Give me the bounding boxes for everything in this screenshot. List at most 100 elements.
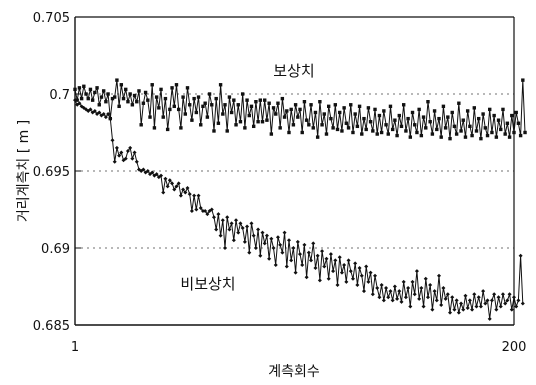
data-point <box>448 310 453 315</box>
data-point <box>227 95 232 99</box>
data-point <box>161 190 166 195</box>
data-point <box>293 270 298 275</box>
data-point <box>397 289 402 294</box>
data-point <box>406 286 411 291</box>
data-point <box>172 187 177 192</box>
data-point <box>159 87 163 92</box>
data-point <box>304 118 309 122</box>
data-point <box>174 83 179 87</box>
data-point <box>198 205 203 210</box>
data-point <box>232 98 236 102</box>
data-point <box>287 130 291 135</box>
data-point <box>168 107 172 112</box>
data-point <box>306 250 311 255</box>
data-point <box>463 293 468 298</box>
data-point <box>172 104 176 109</box>
data-point <box>276 101 280 105</box>
data-point <box>355 124 360 129</box>
data-point <box>403 295 408 300</box>
data-point <box>145 169 150 173</box>
data-point <box>135 100 139 104</box>
data-point <box>220 218 225 223</box>
data-point <box>320 249 325 254</box>
data-point <box>472 292 477 297</box>
data-point <box>205 212 210 217</box>
data-point <box>302 242 307 247</box>
data-point <box>401 103 406 107</box>
data-point <box>454 132 459 136</box>
data-point <box>428 282 433 287</box>
data-point <box>130 103 135 107</box>
data-point <box>265 118 269 122</box>
data-point <box>203 209 208 214</box>
data-point <box>485 298 490 303</box>
data-point <box>423 276 428 281</box>
data-point <box>315 135 320 139</box>
data-point <box>300 262 305 267</box>
data-point <box>500 292 505 297</box>
data-point <box>291 123 296 127</box>
data-point <box>185 185 190 190</box>
data-point <box>123 156 128 161</box>
data-point <box>333 258 338 263</box>
data-point <box>115 78 119 82</box>
data-point <box>273 262 278 267</box>
data-point <box>152 126 157 130</box>
data-point <box>443 126 448 130</box>
data-point <box>421 304 426 309</box>
data-point <box>143 90 148 95</box>
data-point <box>483 126 488 130</box>
data-point <box>84 92 88 96</box>
data-point <box>514 110 518 115</box>
data-point <box>176 181 181 186</box>
data-point <box>419 133 424 138</box>
data-point <box>159 173 164 178</box>
data-point <box>478 304 483 309</box>
data-point <box>399 124 404 129</box>
data-point <box>278 126 282 130</box>
data-point <box>516 121 521 125</box>
data-point <box>430 307 435 312</box>
data-point <box>342 106 346 110</box>
data-point <box>243 126 247 130</box>
data-point <box>150 83 154 87</box>
data-point <box>201 104 205 109</box>
data-point <box>296 115 300 119</box>
data-point <box>309 103 313 107</box>
data-point <box>221 112 225 116</box>
data-point <box>399 299 404 304</box>
data-point <box>521 78 525 82</box>
data-point <box>214 227 219 232</box>
data-point <box>326 276 331 281</box>
data-point <box>178 193 183 198</box>
data-point <box>309 258 314 263</box>
data-point <box>119 83 124 87</box>
data-point <box>110 138 115 143</box>
data-point <box>258 253 263 258</box>
data-point <box>229 221 234 226</box>
data-point <box>459 301 464 306</box>
data-point <box>280 250 285 255</box>
data-point <box>274 112 278 116</box>
data-point <box>77 101 82 106</box>
data-point <box>194 207 199 212</box>
data-point <box>348 269 353 274</box>
data-point <box>342 262 347 267</box>
data-point <box>146 98 150 102</box>
data-point <box>340 129 344 133</box>
data-point <box>432 109 437 113</box>
data-point <box>238 221 243 226</box>
data-point <box>324 256 329 261</box>
data-point <box>439 302 444 307</box>
data-point <box>505 298 510 303</box>
data-point <box>218 83 223 87</box>
y-tick-label: 0.69 <box>41 242 70 257</box>
data-point <box>251 124 256 129</box>
data-point <box>117 104 121 109</box>
data-point <box>412 292 417 297</box>
data-point <box>381 298 386 303</box>
data-point <box>225 129 229 133</box>
data-point <box>187 192 192 197</box>
data-point <box>117 153 122 158</box>
data-point <box>307 123 311 127</box>
